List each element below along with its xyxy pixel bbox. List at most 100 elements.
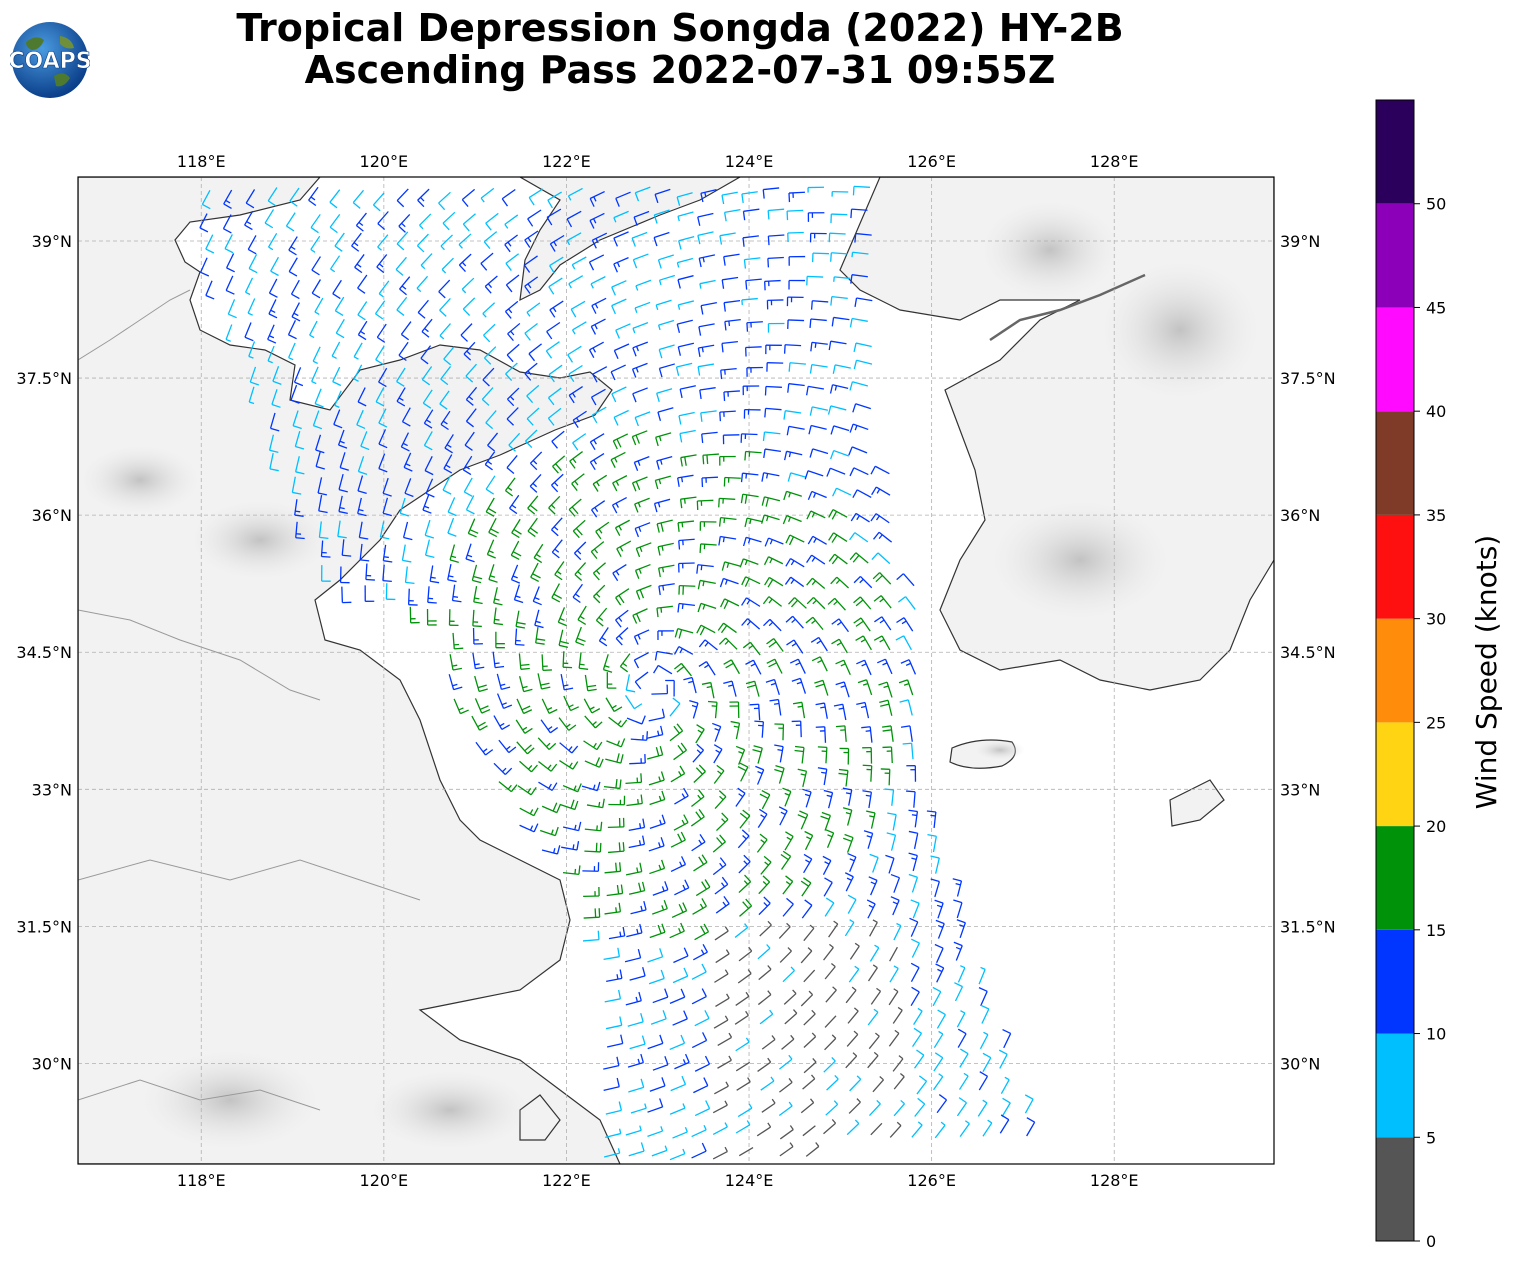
wind-barb — [420, 253, 433, 270]
wind-barb — [561, 841, 580, 851]
wind-barb — [699, 387, 716, 400]
wind-barb — [700, 301, 717, 315]
wind-barb — [838, 768, 849, 787]
wind-barb — [439, 323, 451, 340]
wind-barb — [289, 187, 300, 207]
wind-barb — [767, 208, 785, 220]
wind-barb — [337, 429, 348, 449]
wind-barb — [460, 323, 473, 342]
wind-barb — [788, 597, 807, 609]
wind-barb — [540, 719, 559, 734]
wind-barb — [902, 742, 914, 760]
wind-barb — [606, 969, 623, 983]
wind-barb — [338, 495, 348, 515]
wind-barb — [814, 679, 829, 696]
wind-barb — [978, 1071, 989, 1091]
wind-barb — [205, 234, 215, 254]
wind-barb — [800, 877, 812, 897]
wind-barb — [244, 210, 254, 231]
wind-barb — [934, 899, 944, 919]
wind-barb — [509, 494, 520, 515]
wind-barb — [447, 563, 457, 583]
wind-barb — [472, 609, 482, 628]
wind-barb — [651, 1145, 668, 1157]
wind-barb — [577, 605, 587, 625]
wind-barb — [467, 518, 479, 538]
wind-barb — [674, 628, 694, 639]
wind-barb — [908, 809, 919, 828]
lat-tick-label-left: 39°N — [32, 232, 72, 251]
wind-barb — [559, 760, 579, 770]
wind-barb — [830, 295, 848, 306]
lat-tick-label-left: 34.5°N — [16, 643, 72, 662]
wind-barb — [510, 564, 521, 584]
wind-barb — [462, 297, 476, 316]
wind-barb — [781, 1034, 795, 1050]
wind-barb — [701, 431, 718, 444]
wind-barb — [442, 475, 452, 495]
china-mainland — [78, 177, 621, 1164]
wind-barb — [339, 452, 349, 471]
wind-barb — [463, 477, 473, 497]
colorbar-bin — [1376, 514, 1414, 619]
wind-barb — [657, 630, 674, 640]
wind-barb — [514, 628, 525, 646]
wind-barb — [927, 833, 937, 853]
wind-barb — [761, 1035, 776, 1050]
wind-barb — [572, 583, 583, 604]
wind-barb — [357, 320, 368, 341]
wind-barb — [364, 585, 375, 602]
liaodong-peninsula — [518, 177, 742, 302]
wind-barb — [493, 715, 511, 730]
wind-barb — [523, 255, 538, 273]
wind-barb — [880, 768, 891, 786]
wind-barb — [791, 720, 802, 738]
wind-barb — [524, 362, 538, 381]
wind-barb — [914, 1097, 926, 1117]
wind-barb — [721, 276, 739, 289]
wind-barb — [532, 586, 542, 606]
wind-barb — [562, 783, 582, 793]
wind-barb — [527, 209, 542, 227]
lon-tick-label-top: 124°E — [725, 152, 774, 171]
wind-barb — [382, 544, 393, 563]
wind-barb — [483, 323, 496, 343]
wind-barb — [519, 760, 538, 773]
wind-barb — [492, 651, 505, 669]
wind-barb — [554, 561, 565, 581]
wind-barb — [438, 279, 451, 299]
wind-barb — [487, 432, 499, 452]
wind-barb — [294, 456, 305, 475]
wind-barb — [824, 1034, 837, 1051]
wind-barb — [559, 742, 579, 754]
wind-barb — [767, 322, 785, 333]
wind-barb — [898, 679, 914, 696]
wind-barb — [572, 410, 587, 428]
wind-barb — [769, 698, 782, 716]
wind-barb — [866, 810, 876, 829]
wind-barb — [888, 1029, 900, 1047]
lat-tick-label-right: 30°N — [1280, 1054, 1320, 1073]
wind-barb — [506, 387, 520, 407]
wind-barb — [906, 790, 916, 808]
wind-barb — [800, 1098, 815, 1114]
wind-barb — [678, 584, 696, 595]
wind-barb — [440, 410, 451, 431]
wind-barb — [853, 617, 871, 632]
wind-barb — [269, 453, 279, 472]
wind-barb — [551, 517, 563, 537]
wind-barb — [613, 231, 629, 247]
wind-barb — [810, 300, 829, 310]
wind-barb — [895, 635, 912, 651]
colorbar-bin — [1376, 203, 1414, 308]
wind-barb — [583, 908, 601, 919]
wind-barb — [884, 788, 895, 806]
wind-barb — [537, 673, 551, 690]
wind-barb — [453, 698, 469, 715]
wind-barb — [452, 632, 464, 650]
wind-barb — [767, 256, 784, 268]
wind-barb — [674, 662, 692, 677]
wind-barb — [899, 699, 913, 716]
wind-barb — [797, 810, 809, 830]
wind-barb — [862, 764, 873, 782]
